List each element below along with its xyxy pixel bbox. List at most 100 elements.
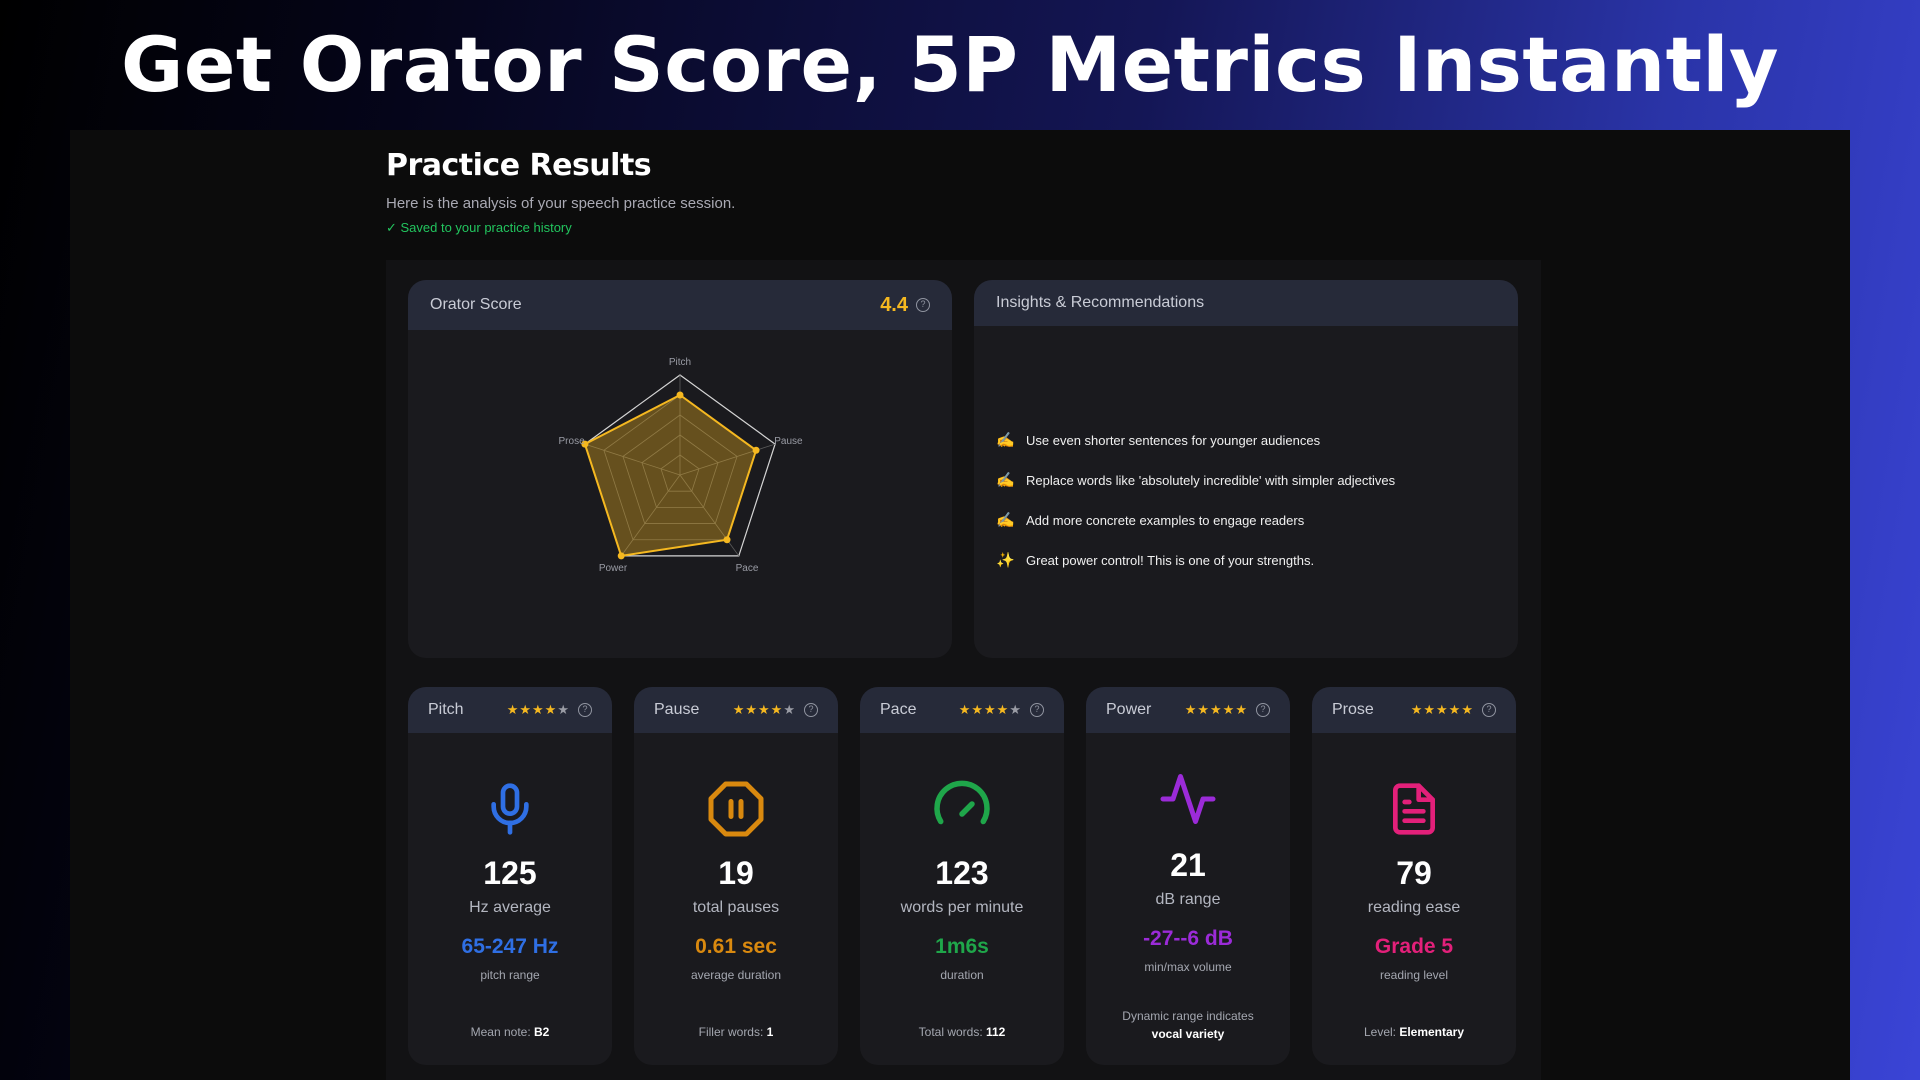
metric-secondary: Grade 5 (1374, 935, 1454, 958)
help-icon[interactable]: ? (1030, 703, 1044, 717)
radar-data-area (583, 393, 758, 558)
metric-unit: words per minute (900, 899, 1024, 916)
radar-spoke (584, 443, 681, 476)
help-icon[interactable]: ? (1482, 703, 1496, 717)
radar-data-point (581, 440, 589, 448)
app-window: Practice Results Here is the analysis of… (70, 130, 1850, 1080)
metric-unit: Hz average (469, 899, 551, 916)
metric-secondary: 0.61 sec (695, 935, 777, 958)
metric-secondary-label: min/max volume (1144, 960, 1232, 974)
radar-chart: Pitch Pause Pace Power Prose (408, 330, 952, 658)
help-icon[interactable]: ? (916, 298, 930, 312)
metric-footer: Total words: 112 (918, 1025, 1006, 1039)
document-icon (1312, 779, 1516, 839)
metric-name: Power (1106, 701, 1152, 718)
power-card: Power ★★★★★ ? 21 dB range -27--6 dB min/… (1086, 687, 1290, 1065)
radar-grid-ring (660, 454, 700, 492)
power-card-header: Power ★★★★★ ? (1086, 687, 1290, 733)
metric-secondary-label: reading level (1379, 968, 1449, 982)
star-rating: ★★★★★ (506, 702, 570, 717)
metric-unit: dB range (1155, 891, 1221, 908)
insight-text: Great power control! This is one of your… (1026, 552, 1315, 568)
radar-data-point (723, 536, 731, 544)
metric-name: Pace (880, 701, 917, 718)
star-rating: ★★★★★ (1410, 702, 1474, 717)
orator-score-card: Orator Score 4.4 ? Pitch Pause Pace Power Pr… (408, 280, 952, 658)
help-icon[interactable]: ? (578, 703, 592, 717)
metric-name: Prose (1332, 701, 1374, 718)
pitch-card: Pitch ★★★★★ ? 125 Hz average 65-247 Hz p… (408, 687, 612, 1065)
writing-hand-icon: ✍️ (996, 432, 1015, 449)
saved-status: ✓ Saved to your practice history (386, 220, 572, 235)
pitch-card-header: Pitch ★★★★★ ? (408, 687, 612, 733)
insights-title: Insights & Recommendations (996, 294, 1205, 311)
metric-value: 79 (1396, 855, 1432, 891)
page-header: Practice Results Here is the analysis of… (386, 148, 1611, 236)
metric-footer: Filler words: 1 (698, 1025, 774, 1039)
radar-grid-ring (641, 434, 719, 508)
writing-hand-icon: ✍️ (996, 472, 1015, 489)
page-subtitle: Here is the analysis of your speech prac… (386, 195, 736, 212)
list-item: ✨ Great power control! This is one of yo… (996, 540, 1395, 580)
insight-text: Add more concrete examples to engage rea… (1026, 512, 1305, 528)
headline: Get Orator Score, 5P Metrics Instantly (120, 20, 1779, 109)
metric-secondary-label: average duration (690, 968, 782, 982)
metric-footer: Level: Elementary (1363, 1025, 1465, 1039)
star-rating: ★★★★★ (732, 702, 796, 717)
insight-text: Replace words like 'absolutely incredibl… (1026, 472, 1396, 488)
metric-secondary-label: pitch range (480, 968, 540, 982)
star-rating: ★★★★★ (958, 702, 1022, 717)
metric-value: 21 (1170, 847, 1206, 883)
sparkles-icon: ✨ (996, 552, 1015, 569)
insight-text: Use even shorter sentences for younger a… (1026, 432, 1321, 448)
metric-name: Pitch (428, 701, 464, 718)
orator-score-title: Orator Score (430, 296, 522, 313)
pace-card-header: Pace ★★★★★ ? (860, 687, 1064, 733)
radar-axis-label: Prose (559, 436, 586, 447)
radar-data-point (676, 391, 684, 399)
metric-name: Pause (654, 701, 700, 718)
radar-axis-label: Power (599, 563, 628, 574)
metric-secondary: -27--6 dB (1143, 927, 1233, 950)
pace-card: Pace ★★★★★ ? 123 words per minute 1m6s d… (860, 687, 1064, 1065)
radar-grid-ring (584, 374, 776, 557)
radar-axis-label: Pace (736, 563, 759, 574)
page-title: Practice Results (386, 148, 652, 183)
insights-header: Insights & Recommendations (974, 280, 1518, 326)
metric-footer: Mean note: B2 (470, 1025, 550, 1039)
list-item: ✍️ Use even shorter sentences for younge… (996, 420, 1395, 460)
metric-secondary-label: duration (940, 968, 984, 982)
radar-grid-ring (622, 414, 738, 524)
help-icon[interactable]: ? (1256, 703, 1270, 717)
metric-value: 19 (718, 855, 754, 891)
radar-axis-label: Pitch (669, 357, 691, 368)
star-rating: ★★★★★ (1184, 702, 1248, 717)
radar-data-point (617, 552, 625, 560)
help-icon[interactable]: ? (804, 703, 818, 717)
metric-secondary: 65-247 Hz (461, 935, 559, 958)
metric-unit: reading ease (1367, 899, 1461, 916)
radar-spoke (620, 474, 681, 557)
writing-hand-icon: ✍️ (996, 512, 1015, 529)
insights-list: ✍️ Use even shorter sentences for younge… (996, 420, 1395, 580)
radar-data-point (752, 446, 760, 454)
orator-score-header: Orator Score 4.4 ? (408, 280, 952, 330)
metric-footer: Dynamic range indicates vocal variety (1122, 1009, 1254, 1041)
insights-card: Insights & Recommendations ✍️ Use even s… (974, 280, 1518, 658)
gauge-icon (860, 779, 1064, 839)
prose-card-header: Prose ★★★★★ ? (1312, 687, 1516, 733)
microphone-icon (408, 779, 612, 839)
metric-value: 123 (935, 855, 989, 891)
metric-secondary: 1m6s (935, 935, 989, 958)
metric-value: 125 (483, 855, 537, 891)
pause-card: Pause ★★★★★ ? 19 total pauses 0.61 sec a… (634, 687, 838, 1065)
prose-card: Prose ★★★★★ ? 79 reading ease Grade 5 re… (1312, 687, 1516, 1065)
list-item: ✍️ Add more concrete examples to engage … (996, 500, 1395, 540)
radar-axis-label: Pause (774, 436, 803, 447)
orator-score-value: 4.4 (880, 293, 908, 316)
pause-octagon-icon (634, 779, 838, 839)
activity-icon (1086, 769, 1290, 829)
pause-card-header: Pause ★★★★★ ? (634, 687, 838, 733)
list-item: ✍️ Replace words like 'absolutely incred… (996, 460, 1395, 500)
metric-unit: total pauses (692, 899, 780, 916)
